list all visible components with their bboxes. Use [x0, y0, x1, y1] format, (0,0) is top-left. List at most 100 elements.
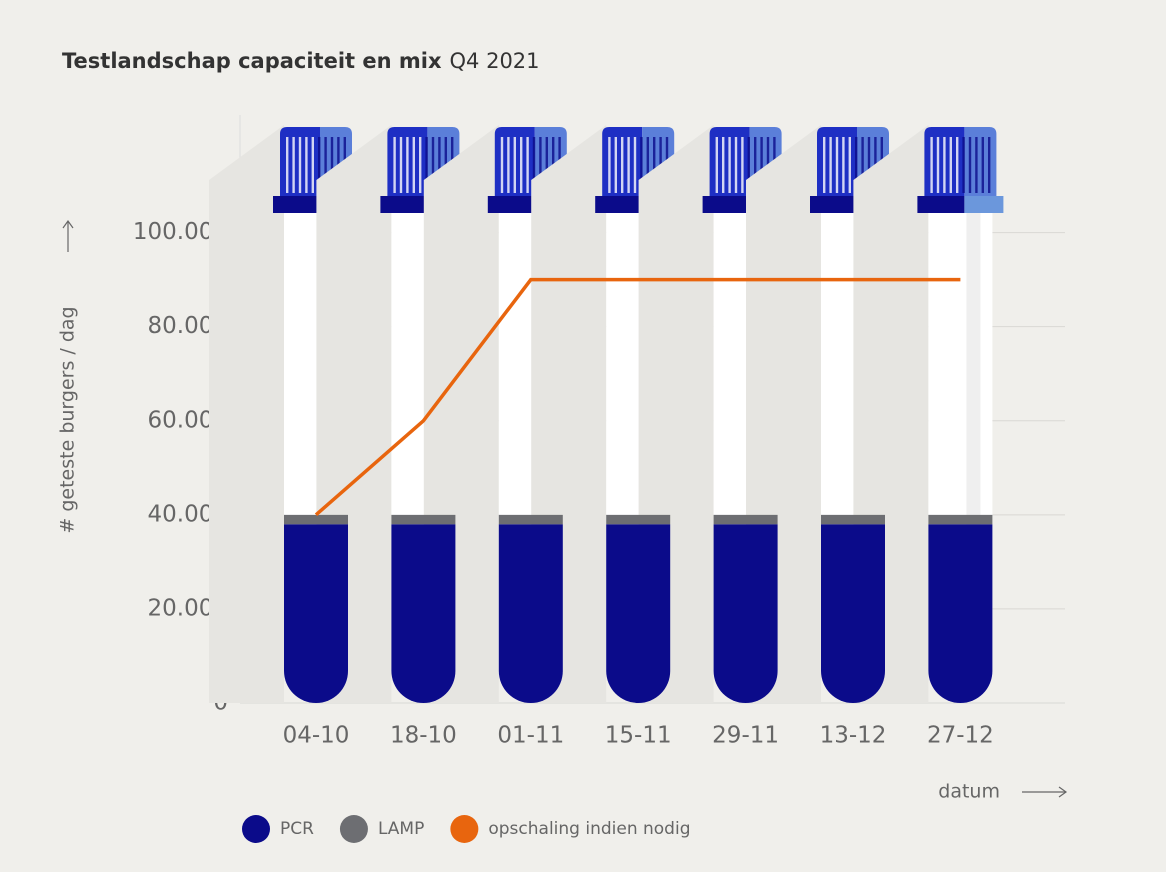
cap-ring-left — [380, 196, 428, 213]
cap-stripe — [627, 137, 630, 193]
cap-stripe — [848, 137, 851, 193]
legend-label: LAMP — [378, 819, 424, 839]
x-tick-label: 04-10 — [283, 723, 350, 749]
cap-stripe — [406, 137, 409, 193]
cap-ring-left — [595, 196, 643, 213]
cap-stripe — [399, 137, 403, 193]
cap-ring-left — [273, 196, 320, 213]
cap-stripe — [981, 137, 984, 193]
cap-stripe — [823, 137, 826, 193]
chart-title-line: Testlandschap capaciteit en mix Q4 2021 — [62, 49, 540, 73]
cap-stripe — [861, 137, 864, 193]
cap-stripe — [513, 137, 516, 193]
cap-stripe — [614, 137, 617, 193]
cap-stripe — [829, 137, 832, 193]
y-arrow-head — [62, 219, 74, 229]
cap-stripe — [842, 137, 845, 193]
legend-label: PCR — [280, 819, 314, 839]
cap-stripe — [621, 137, 624, 193]
y-axis-label: # geteste burgers / dag — [57, 306, 79, 533]
cap-stripe — [286, 137, 289, 193]
legend-marker — [450, 815, 479, 843]
cap-stripe — [968, 137, 972, 193]
cap-stripe — [734, 137, 738, 193]
legend-marker — [242, 815, 270, 843]
cap-stripe — [835, 137, 839, 193]
cap-stripe — [949, 137, 952, 193]
cap-ring-right — [964, 196, 1004, 213]
bar — [928, 514, 993, 525]
bar — [713, 524, 778, 703]
cap-stripe — [438, 137, 441, 193]
bar — [606, 524, 671, 703]
x-tick-label: 15-11 — [605, 723, 672, 749]
cap-stripe — [640, 137, 643, 193]
chart-subtitle: Q4 2021 — [450, 49, 540, 73]
cap-stripe — [532, 137, 536, 193]
bar — [606, 514, 671, 525]
cap-stripe — [305, 137, 308, 193]
cap-stripe — [318, 137, 321, 193]
cap-stripe — [292, 137, 295, 193]
cap-stripe — [507, 137, 510, 193]
bar — [284, 524, 348, 703]
cap-stripe — [722, 137, 725, 193]
x-tick-label: 29-11 — [712, 723, 779, 749]
cap-stripe — [930, 137, 933, 193]
cap-stripe — [975, 137, 978, 193]
cap-stripe — [646, 137, 649, 193]
chart-title: Testlandschap capaciteit en mix — [62, 49, 442, 73]
cap-ring-left — [487, 196, 535, 213]
bar — [391, 524, 456, 703]
legend-marker — [339, 815, 368, 843]
cap-stripe — [545, 137, 548, 193]
legend-label: opschaling indien nodig — [488, 819, 690, 839]
cap-stripe — [728, 137, 731, 193]
cap-stripe — [962, 137, 965, 193]
cap-ring-left — [702, 196, 750, 213]
cap-stripe — [988, 137, 991, 193]
x-arrow-head — [1058, 786, 1068, 798]
cap-stripe — [867, 137, 871, 193]
cap-stripe — [539, 137, 542, 193]
cap-stripe — [412, 137, 415, 193]
bar — [821, 524, 885, 703]
cap-stripe — [754, 137, 757, 193]
cap-stripe — [425, 137, 428, 193]
cap-stripe — [298, 137, 302, 193]
cap-stripe — [526, 137, 529, 193]
cap-stripe — [747, 137, 750, 193]
cap-stripe — [608, 137, 611, 193]
x-tick-label: 01-11 — [497, 723, 564, 749]
bar — [284, 514, 348, 525]
cap-stripe — [956, 137, 959, 193]
cap-stripe — [936, 137, 940, 193]
cap-stripe — [653, 137, 656, 193]
cap-stripe — [393, 137, 396, 193]
bar — [498, 524, 563, 703]
cap-stripe — [855, 137, 858, 193]
x-tick-label: 13-12 — [820, 723, 887, 749]
cap-stripe — [715, 137, 718, 193]
cap-stripe — [419, 137, 422, 193]
cap-ring-left — [810, 196, 857, 213]
cap-stripe — [324, 137, 327, 193]
bar — [928, 524, 993, 703]
bar — [713, 514, 778, 525]
cap-stripe — [633, 137, 637, 193]
line — [314, 277, 961, 517]
cap-stripe — [431, 137, 435, 193]
cap-stripe — [500, 137, 504, 193]
tube-shadow — [209, 125, 284, 703]
cap-stripe — [311, 137, 314, 193]
bar — [498, 514, 563, 525]
cap-stripe — [943, 137, 946, 193]
x-axis-label: datum — [938, 781, 1000, 803]
cap-stripe — [520, 137, 523, 193]
bar — [391, 514, 456, 525]
cap-stripe — [330, 137, 334, 193]
x-tick-label: 27-12 — [927, 723, 994, 749]
cap-ring-left — [917, 196, 965, 213]
cap-stripe — [760, 137, 763, 193]
